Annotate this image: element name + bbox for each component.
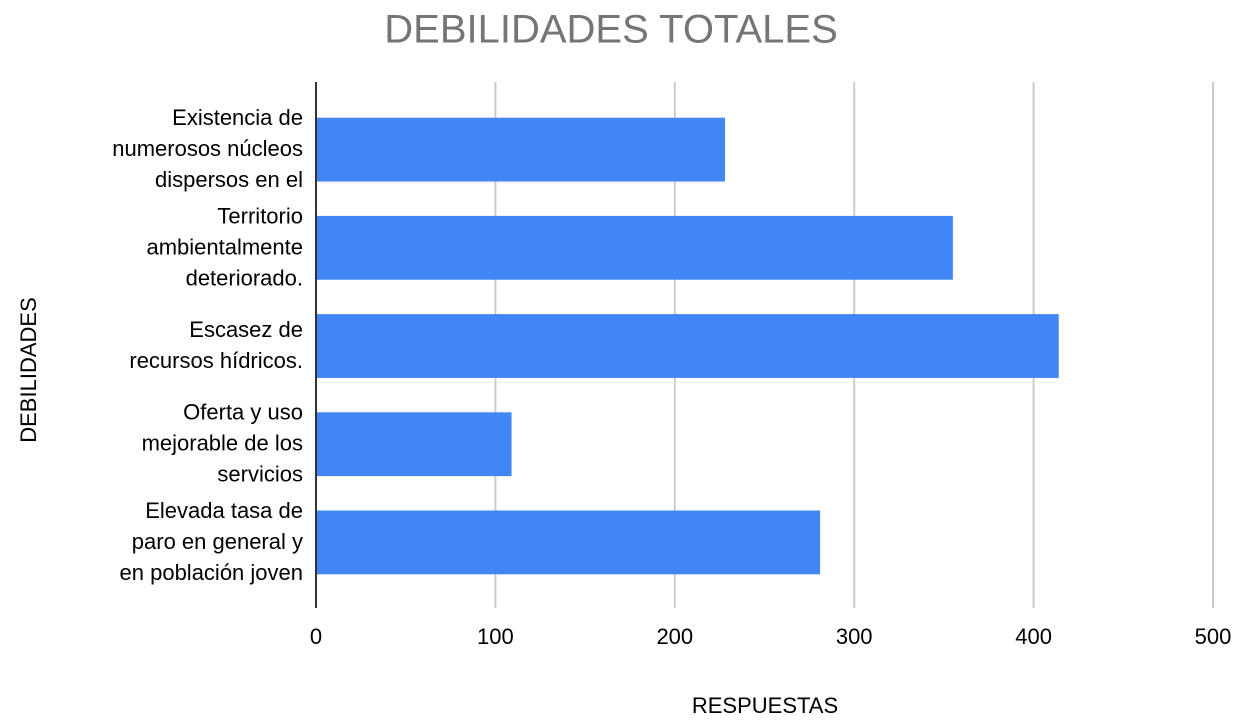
y-tick-label: Elevada tasa de paro en general y en pobla… (120, 498, 303, 585)
bar (316, 314, 1059, 378)
bar (316, 215, 953, 280)
y-axis-label: DEBILIDADES (16, 297, 41, 443)
y-tick-label: Existencia de numerosos núcleos dispersos … (112, 105, 303, 192)
bar (316, 510, 821, 575)
x-tick-label: 0 (310, 624, 322, 649)
y-tick-label: Oferta y uso mejorable de los servicios (142, 400, 303, 487)
y-tick-label: Escasez de recursos hídricos. (129, 317, 303, 373)
x-tick-label: 200 (656, 624, 693, 649)
x-tick-label: 300 (836, 624, 873, 649)
x-tick-label: 100 (477, 624, 514, 649)
y-tick-label: Territorio ambientalmente deteriorado. (146, 203, 303, 290)
x-tick-label: 500 (1195, 624, 1232, 649)
bar (316, 412, 512, 477)
x-axis-label: RESPUESTAS (692, 693, 838, 718)
x-tick-label: 400 (1015, 624, 1052, 649)
chart-title: DEBILIDADES TOTALES (384, 8, 838, 52)
bar (316, 117, 726, 182)
